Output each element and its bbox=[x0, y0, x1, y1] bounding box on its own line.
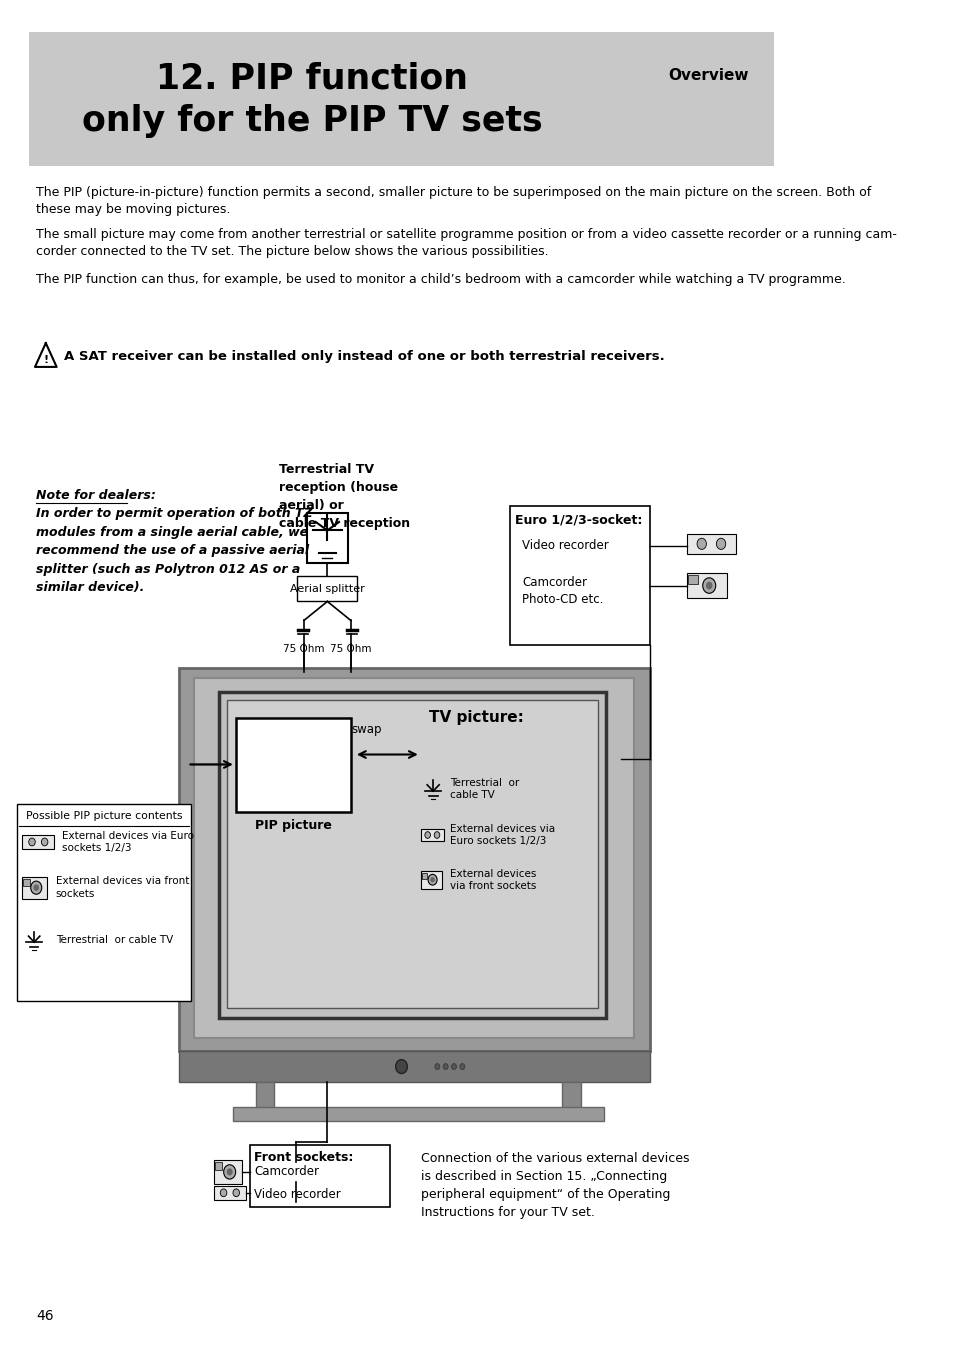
Text: Video recorder: Video recorder bbox=[253, 1189, 340, 1201]
Text: Video recorder: Video recorder bbox=[521, 539, 608, 553]
Text: 46: 46 bbox=[36, 1309, 53, 1323]
Bar bbox=[686, 573, 726, 598]
Circle shape bbox=[428, 874, 436, 885]
Text: 75 Ohm: 75 Ohm bbox=[283, 644, 324, 654]
Bar bbox=[561, 1082, 580, 1111]
Text: Camcorder
Photo-CD etc.: Camcorder Photo-CD etc. bbox=[521, 576, 603, 605]
Bar bbox=[23, 878, 30, 886]
Text: 75 Ohm: 75 Ohm bbox=[330, 644, 371, 654]
Circle shape bbox=[702, 578, 715, 593]
Circle shape bbox=[30, 881, 42, 894]
Bar bbox=[420, 871, 442, 889]
Circle shape bbox=[220, 1189, 227, 1197]
Text: Note for dealers:: Note for dealers: bbox=[36, 489, 155, 503]
Text: The small picture may come from another terrestrial or satellite programme posit: The small picture may come from another … bbox=[36, 228, 896, 258]
Text: The PIP (picture-in-picture) function permits a second, smaller picture to be su: The PIP (picture-in-picture) function pe… bbox=[36, 186, 870, 216]
Circle shape bbox=[459, 1063, 464, 1070]
Text: TV picture:: TV picture: bbox=[429, 709, 523, 724]
Circle shape bbox=[697, 538, 705, 550]
Circle shape bbox=[435, 1063, 439, 1070]
Text: 12. PIP function: 12. PIP function bbox=[156, 62, 468, 96]
Bar bbox=[193, 678, 633, 1038]
Bar bbox=[306, 513, 348, 563]
Bar bbox=[250, 1146, 390, 1206]
Bar bbox=[233, 1108, 603, 1121]
Circle shape bbox=[424, 832, 430, 839]
Text: PIP picture: PIP picture bbox=[254, 819, 332, 832]
Circle shape bbox=[33, 885, 39, 890]
Text: In order to permit operation of both TZ
modules from a single aerial cable, we
r: In order to permit operation of both TZ … bbox=[36, 507, 313, 594]
Circle shape bbox=[233, 1189, 239, 1197]
Text: Terrestrial TV
reception (house
aerial) or
cable TV reception: Terrestrial TV reception (house aerial) … bbox=[279, 463, 410, 531]
Bar bbox=[213, 1186, 246, 1200]
Text: Aerial splitter: Aerial splitter bbox=[290, 584, 364, 593]
Bar bbox=[227, 700, 598, 1008]
Text: Terrestrial  or
cable TV: Terrestrial or cable TV bbox=[450, 778, 518, 801]
Circle shape bbox=[434, 832, 439, 839]
Text: !: ! bbox=[43, 355, 49, 365]
Text: External devices via Euro
sockets 1/2/3: External devices via Euro sockets 1/2/3 bbox=[62, 831, 194, 854]
Text: Front sockets:: Front sockets: bbox=[253, 1151, 353, 1165]
Circle shape bbox=[395, 1059, 407, 1074]
Bar bbox=[179, 667, 649, 1051]
Text: External devices via front
sockets: External devices via front sockets bbox=[56, 877, 189, 898]
Circle shape bbox=[223, 1165, 235, 1179]
Circle shape bbox=[443, 1063, 448, 1070]
Circle shape bbox=[41, 838, 48, 846]
Text: Overview: Overview bbox=[667, 68, 747, 84]
Bar bbox=[213, 1161, 242, 1183]
Circle shape bbox=[29, 838, 35, 846]
Bar bbox=[23, 835, 54, 848]
Text: swap: swap bbox=[351, 723, 381, 736]
Text: External devices
via front sockets: External devices via front sockets bbox=[450, 869, 536, 890]
Text: Euro 1/2/3-socket:: Euro 1/2/3-socket: bbox=[515, 513, 641, 526]
Text: Camcorder: Camcorder bbox=[253, 1166, 318, 1178]
Bar bbox=[17, 804, 191, 1001]
Text: The PIP function can thus, for example, be used to monitor a child’s bedroom wit: The PIP function can thus, for example, … bbox=[36, 273, 844, 285]
Bar bbox=[421, 873, 427, 880]
Circle shape bbox=[227, 1169, 233, 1175]
Text: Terrestrial  or cable TV: Terrestrial or cable TV bbox=[56, 935, 172, 946]
Bar bbox=[255, 1082, 274, 1111]
Bar bbox=[219, 692, 606, 1017]
Bar bbox=[23, 877, 48, 898]
Text: A SAT receiver can be installed only instead of one or both terrestrial receiver: A SAT receiver can be installed only ins… bbox=[64, 350, 664, 363]
Bar bbox=[509, 507, 649, 646]
Text: Possible PIP picture contents: Possible PIP picture contents bbox=[26, 811, 182, 821]
Bar bbox=[297, 576, 357, 601]
Bar bbox=[214, 1162, 222, 1170]
Circle shape bbox=[430, 877, 435, 882]
Text: Connection of the various external devices
is described in Section 15. „Connecti: Connection of the various external devic… bbox=[420, 1152, 688, 1219]
Bar bbox=[30, 32, 773, 166]
Text: only for the PIP TV sets: only for the PIP TV sets bbox=[82, 104, 542, 138]
Bar bbox=[687, 574, 698, 584]
Bar bbox=[235, 717, 351, 812]
Text: External devices via
Euro sockets 1/2/3: External devices via Euro sockets 1/2/3 bbox=[450, 824, 555, 846]
Bar bbox=[420, 830, 443, 840]
Circle shape bbox=[705, 582, 712, 589]
Circle shape bbox=[716, 538, 725, 550]
Bar bbox=[179, 1051, 649, 1082]
Bar bbox=[686, 534, 735, 554]
Circle shape bbox=[451, 1063, 456, 1070]
